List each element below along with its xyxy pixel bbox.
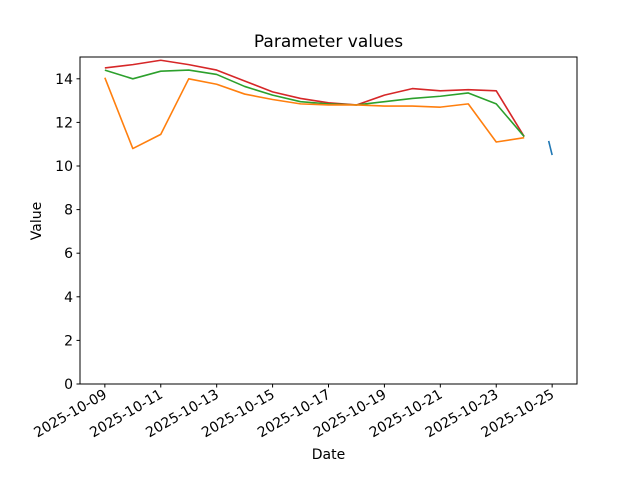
series-line-orange xyxy=(104,77,525,150)
plot-border xyxy=(79,56,578,385)
series-line-green xyxy=(104,69,525,138)
y-axis-label: Value xyxy=(29,202,45,240)
y-tick-label: 12 xyxy=(55,115,73,131)
y-tick-label: 14 xyxy=(55,72,73,88)
y-tick-label: 2 xyxy=(64,333,73,349)
y-tick-label: 10 xyxy=(55,159,73,175)
y-tick-label: 4 xyxy=(64,290,73,306)
series-line-blue xyxy=(547,140,553,156)
series-line-red xyxy=(104,59,525,137)
y-tick-label: 8 xyxy=(64,203,73,219)
plot-area: 024681012142025-10-092025-10-112025-10-1… xyxy=(31,56,578,441)
x-axis-label: Date xyxy=(312,447,345,463)
y-tick-label: 0 xyxy=(64,377,73,393)
chart-title: Parameter values xyxy=(254,32,403,52)
y-tick-label: 6 xyxy=(64,246,73,262)
